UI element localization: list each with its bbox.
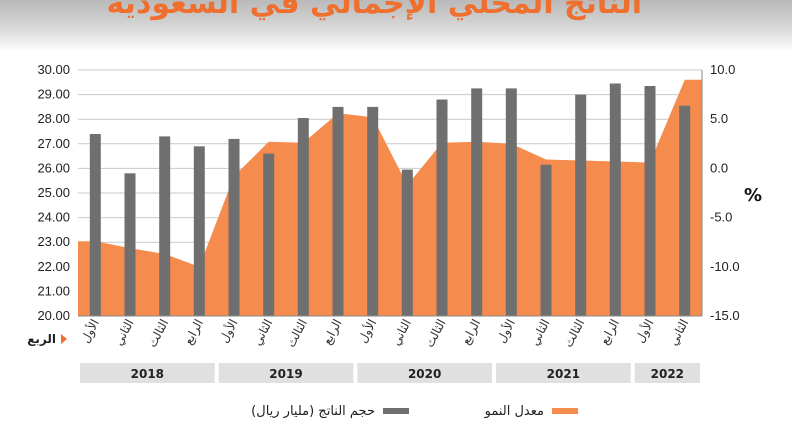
right-tick-label: -5.0 [710,210,732,225]
left-tick-label: 28.00 [37,111,70,126]
gdp-bar [401,169,413,316]
gdp-bar [575,94,587,316]
header-photo-band [0,0,792,52]
left-tick-label: 21.00 [37,283,70,298]
left-tick-label: 26.00 [37,160,70,175]
gdp-bar [297,118,309,316]
year-band [634,363,700,383]
quarter-label: الثالث [284,317,310,350]
quarter-label: الرابع [597,317,623,348]
quarter-label: الثاني [389,317,414,348]
gdp-bar [436,99,448,316]
page-title: الناتج المحلي الإجمالي في السعودية [106,0,642,21]
year-band [218,363,354,383]
right-axis-unit: % [744,185,762,206]
legend-label-growth: معدل النمو [484,404,544,419]
gdp-bar [228,138,240,316]
left-tick-label: 22.00 [37,259,70,274]
gdp-bar [193,146,205,316]
quarter-label: الأول [216,316,242,345]
quarter-label: الأول [632,316,658,345]
gdp-bar [679,105,691,316]
right-tick-label: 5.0 [710,111,728,126]
year-label: 2020 [408,367,441,381]
gdp-bar [540,164,552,316]
left-tick-label: 27.00 [37,136,70,151]
gdp-bar [471,88,483,317]
quarter-label: الأول [354,316,380,345]
legend-swatch-growth [552,408,578,414]
quarter-label: الرابع [458,317,484,348]
quarter-label: الثالث [145,317,171,350]
year-label: 2018 [131,367,164,381]
gdp-bar [367,106,379,317]
year-band [80,363,215,383]
year-band [357,363,492,383]
year-label: 2019 [269,367,302,381]
quarter-label: الثاني [111,317,136,348]
right-tick-label: -15.0 [710,308,740,323]
left-tick-label: 20.00 [37,308,70,323]
row-marker-icon [61,334,67,344]
gdp-bar [89,134,101,316]
quarter-label: الثاني [666,317,691,348]
quarter-label: الثالث [561,317,587,350]
year-band [496,363,631,383]
year-label: 2022 [651,367,684,381]
quarter-label: الثاني [527,317,552,348]
quarter-row-label: الربع [27,332,56,346]
quarter-label: الثاني [250,317,275,348]
gdp-bar [609,83,621,316]
quarter-label: الرابع [320,317,346,348]
gdp-bar [263,153,275,316]
legend-label-gdp: حجم الناتج (مليار ريال) [251,404,375,419]
left-tick-label: 24.00 [37,210,70,225]
gdp-bar [505,88,517,317]
year-label: 2021 [547,367,580,381]
gdp-bar [644,86,656,316]
growth-rate-area [78,79,702,316]
left-tick-label: 29.00 [37,87,70,102]
quarter-label: الثالث [422,317,448,350]
legend-swatch-gdp [383,408,409,414]
gdp-bar [332,106,344,317]
quarter-label: الرابع [181,317,207,348]
left-tick-label: 30.00 [37,62,70,77]
left-tick-label: 23.00 [37,234,70,249]
left-tick-label: 25.00 [37,185,70,200]
gdp-bar [159,136,171,316]
right-tick-label: 0.0 [710,160,728,175]
right-tick-label: 10.0 [710,62,735,77]
right-tick-label: -10.0 [710,259,740,274]
quarter-label: الأول [77,316,103,345]
quarter-label: الأول [493,316,519,345]
gdp-bar [124,173,136,316]
